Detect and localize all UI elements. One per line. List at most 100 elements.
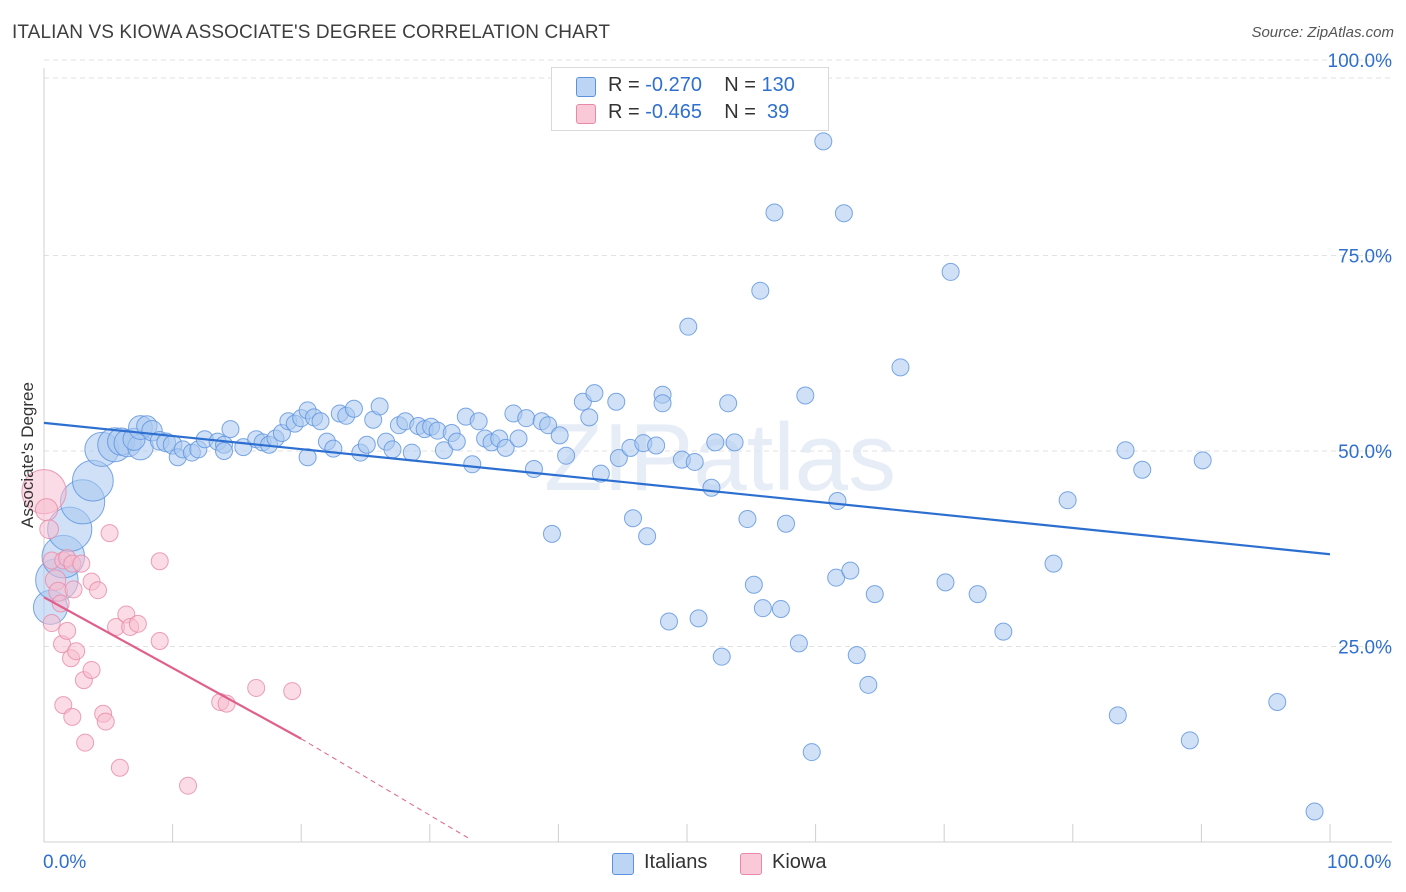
- legend-r-value: -0.270: [645, 74, 702, 96]
- italians-point: [550, 426, 569, 445]
- italians-point: [215, 442, 234, 460]
- italians-point: [463, 455, 482, 474]
- axes: [43, 68, 1392, 843]
- italians-point: [580, 408, 599, 427]
- source-label: Source: ZipAtlas.com: [1251, 24, 1394, 41]
- legend-n-label: N =: [724, 74, 762, 96]
- chart-title: ITALIAN VS KIOWA ASSOCIATE'S DEGREE CORR…: [12, 22, 611, 43]
- kiowa-point: [64, 580, 83, 599]
- kiowa-point: [283, 682, 302, 701]
- legend-swatch-blue: [576, 77, 596, 97]
- italians-point: [517, 409, 536, 428]
- kiowa-trendline: [43, 596, 302, 740]
- kiowa-point: [82, 660, 101, 679]
- kiowa-point: [100, 524, 119, 543]
- y-tick-label: 25.0%: [1338, 638, 1392, 659]
- italians-point: [638, 527, 657, 546]
- italians-point: [827, 568, 846, 587]
- kiowa-point: [247, 678, 266, 697]
- italians-point: [719, 394, 738, 413]
- italians-point: [1058, 491, 1077, 510]
- x-tick-label-min: 0.0%: [43, 852, 87, 873]
- italians-point: [370, 397, 389, 416]
- italians-point: [789, 634, 808, 653]
- italians-point: [712, 647, 731, 666]
- kiowa-point: [150, 632, 169, 651]
- italians-point: [689, 609, 708, 628]
- kiowa-point: [67, 642, 86, 661]
- italians-point: [324, 439, 343, 458]
- italians-point: [607, 392, 626, 411]
- legend-r-label: R =: [608, 101, 646, 123]
- gridlines: [44, 59, 1392, 647]
- italians-point: [847, 646, 866, 665]
- italians-point: [828, 492, 847, 511]
- kiowa-point: [89, 581, 108, 600]
- italians-point: [941, 262, 960, 281]
- legend-n-label: N =: [724, 101, 762, 123]
- italians-point: [834, 204, 853, 223]
- italians-point: [609, 449, 628, 468]
- kiowa-point: [35, 498, 59, 522]
- kiowa-point: [150, 552, 169, 571]
- italians-point: [653, 394, 672, 413]
- italians-point: [311, 412, 330, 431]
- kiowa-point: [179, 776, 198, 795]
- kiowa-points: [21, 469, 302, 795]
- legend-n-value: 39: [761, 101, 790, 123]
- legend-r-value: -0.465: [645, 101, 702, 123]
- italians-point: [434, 441, 453, 460]
- italians-point: [659, 612, 678, 631]
- italians-point: [539, 416, 558, 435]
- series-swatch-kiowa: [740, 853, 762, 875]
- italians-point: [1116, 441, 1135, 460]
- italians-point: [623, 509, 642, 528]
- kiowa-trendline-extension: [300, 738, 469, 839]
- legend-n-value: 130: [761, 74, 795, 96]
- y-tick-labels: 25.0% 50.0% 75.0% 100.0%: [1328, 51, 1393, 659]
- kiowa-point: [42, 614, 61, 633]
- italians-point: [1268, 693, 1287, 712]
- italians-point: [685, 452, 704, 471]
- kiowa-point: [63, 707, 82, 726]
- italians-point: [751, 281, 770, 300]
- italians-point: [591, 464, 610, 483]
- legend-swatch-pink: [576, 104, 596, 124]
- italians-point: [859, 675, 878, 694]
- italians-point: [1180, 731, 1199, 750]
- italians-point: [542, 524, 561, 543]
- correlation-legend: R = -0.270 N = 130 R = -0.465 N = 39: [551, 67, 829, 131]
- kiowa-point: [58, 621, 77, 640]
- italians-point: [1133, 460, 1152, 479]
- trendlines: [43, 421, 1331, 839]
- kiowa-point: [128, 614, 147, 633]
- italians-point: [344, 399, 363, 418]
- italians-point: [1108, 706, 1127, 725]
- italians-point: [557, 446, 576, 465]
- y-axis-title: Associate's Degree: [18, 382, 37, 528]
- italians-point: [968, 585, 987, 604]
- italians-point: [383, 440, 402, 459]
- legend-r-label: R =: [608, 74, 646, 96]
- italians-point: [679, 317, 698, 336]
- italians-point: [725, 433, 744, 452]
- italians-point: [647, 436, 666, 455]
- italians-point: [71, 459, 114, 502]
- italians-point: [402, 443, 421, 462]
- italians-point: [753, 599, 772, 618]
- italians-point: [936, 573, 955, 592]
- italians-point: [706, 433, 725, 452]
- italians-point: [1305, 802, 1324, 821]
- italians-point: [891, 358, 910, 377]
- italians-point: [524, 459, 543, 478]
- italians-point: [796, 386, 815, 405]
- italians-point: [738, 510, 757, 529]
- series-swatch-italians: [612, 853, 634, 875]
- italians-point: [221, 420, 240, 439]
- italians-point: [841, 561, 860, 580]
- kiowa-point: [72, 554, 91, 573]
- y-tick-label: 100.0%: [1328, 51, 1393, 72]
- x-tick-label-max: 100.0%: [1327, 852, 1392, 873]
- italians-point: [744, 575, 763, 594]
